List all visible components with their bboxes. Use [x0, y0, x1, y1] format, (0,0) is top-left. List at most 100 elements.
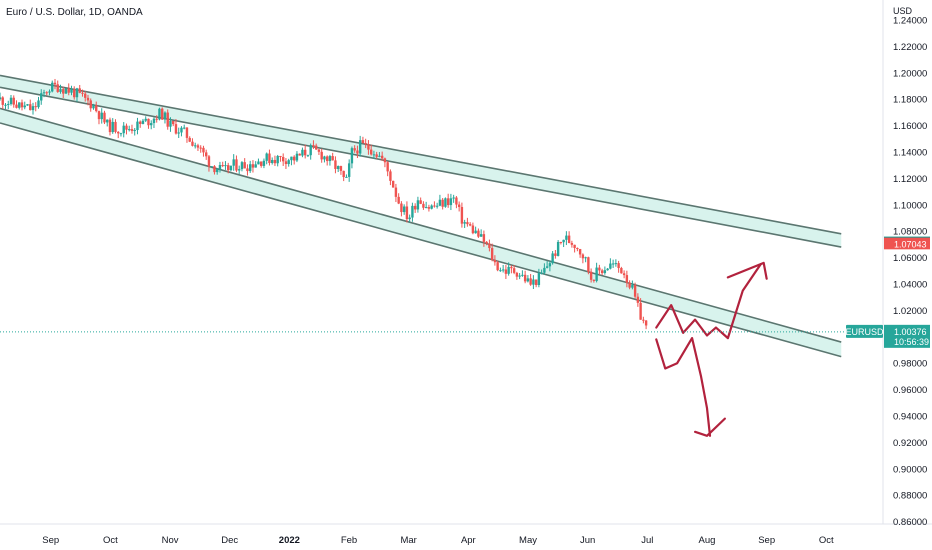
down-arrowhead	[693, 417, 726, 437]
candle-body	[460, 206, 464, 224]
candle-body	[587, 257, 590, 272]
candle-body	[251, 164, 255, 168]
candle-body	[537, 273, 541, 285]
candle-body	[622, 273, 626, 276]
candle-body	[600, 270, 604, 274]
candle-body	[402, 206, 406, 213]
candle-body	[114, 121, 117, 132]
candle-body	[449, 198, 453, 206]
candle-body	[12, 97, 15, 105]
candle-body	[183, 127, 186, 129]
candle-body	[133, 130, 136, 132]
candle-body	[155, 118, 158, 120]
candle-body	[56, 84, 59, 92]
candle-body	[471, 225, 475, 234]
candle-body	[419, 200, 422, 204]
candle-body	[9, 97, 13, 105]
candle-body	[276, 155, 279, 164]
candle-body	[413, 205, 417, 210]
candle-body	[576, 247, 579, 250]
candle-body	[290, 156, 293, 161]
x-tick-label: Apr	[461, 535, 476, 546]
candle-body	[301, 149, 304, 156]
candle-body	[452, 197, 455, 199]
candle-body	[479, 234, 483, 237]
candle-body	[227, 165, 230, 171]
candle-body	[603, 270, 607, 274]
candle-body	[416, 200, 420, 210]
candle-body	[556, 241, 560, 256]
candle-body	[240, 162, 244, 170]
candle-body	[523, 274, 527, 282]
upper-channel-band	[0, 75, 842, 248]
candle-body	[295, 153, 299, 161]
candle-body	[0, 97, 2, 100]
candle-body	[614, 263, 618, 265]
candle-body	[141, 120, 145, 124]
candle-body	[207, 156, 211, 167]
candle-body	[163, 112, 167, 120]
candle-body	[510, 266, 513, 269]
candle-body	[103, 112, 106, 123]
candle-body	[628, 282, 631, 288]
countdown-label: 10:56:39	[894, 337, 929, 347]
candle-body	[485, 241, 488, 244]
candle-body	[543, 267, 546, 273]
candle-body	[567, 235, 571, 243]
candle-body	[548, 263, 552, 267]
candle-body	[262, 160, 266, 166]
candle-body	[441, 199, 444, 207]
candle-body	[375, 154, 378, 157]
candle-body	[292, 156, 296, 161]
candle-body	[325, 156, 329, 162]
candle-body	[136, 121, 139, 131]
candle-body	[389, 171, 392, 181]
candle-body	[347, 163, 351, 177]
lower-channel-bottom-line	[0, 122, 842, 358]
candle-body	[570, 242, 574, 245]
candle-body	[424, 207, 428, 209]
candle-body	[152, 118, 156, 124]
y-tick-label: 1.16000	[893, 121, 927, 132]
candle-body	[353, 148, 356, 151]
candle-body	[139, 121, 142, 124]
candle-body	[433, 205, 436, 207]
candle-body	[174, 124, 178, 134]
candle-body	[221, 165, 224, 167]
candle-body	[518, 275, 521, 277]
candle-body	[350, 148, 354, 164]
candle-body	[400, 203, 403, 213]
candle-body	[1, 97, 4, 105]
candle-body	[457, 204, 461, 207]
candle-body	[34, 106, 37, 108]
y-tick-label: 1.14000	[893, 148, 927, 159]
candle-body	[444, 198, 447, 207]
candle-body	[26, 104, 29, 106]
candle-body	[130, 129, 134, 131]
candle-body	[108, 119, 112, 133]
y-tick-label: 1.10000	[893, 200, 927, 211]
chart-title: Euro / U.S. Dollar, 1D, OANDA	[6, 7, 143, 18]
candle-body	[89, 100, 92, 109]
candle-body	[128, 129, 131, 131]
price-axis[interactable]: 1.24000 1.22000 1.20000 1.18000 1.16000 1.140…	[893, 16, 927, 529]
candle-body	[545, 266, 549, 268]
candle-body	[257, 161, 260, 165]
time-axis[interactable]: Sep Oct Nov Dec 2022 Feb Mar Apr May Jun Jul Aug Sep…	[42, 535, 834, 546]
candle-body	[336, 166, 340, 169]
candle-body	[361, 140, 365, 144]
candle-body	[202, 147, 205, 153]
candle-body	[97, 111, 101, 120]
candle-body	[507, 266, 510, 274]
candle-body	[386, 162, 389, 172]
candle-body	[303, 149, 307, 156]
candle-body	[18, 102, 21, 108]
candle-body	[284, 161, 288, 165]
candle-body	[62, 89, 65, 94]
candle-body	[37, 100, 40, 108]
y-tick-label: 0.86000	[893, 517, 927, 528]
candle-body	[259, 161, 263, 166]
candle-body	[180, 127, 183, 133]
candle-body	[95, 105, 98, 112]
